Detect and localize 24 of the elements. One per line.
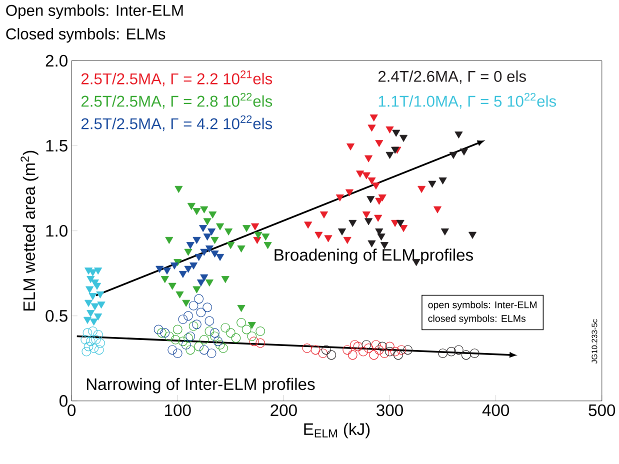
x-tick-label: 400 xyxy=(482,404,510,416)
annotation: open symbols: Inter-ELM xyxy=(428,301,537,310)
x-axis-title: E$_{ELM}$ (kJ) xyxy=(304,423,370,438)
x-tick-label: 500 xyxy=(588,404,616,416)
x-tick-label: 200 xyxy=(270,404,297,416)
chart-subtitle: Closed symbols: ELMs xyxy=(6,28,166,43)
annotation: Narrowing of Inter-ELM profiles xyxy=(86,378,315,394)
y-tick-label: 1.0 xyxy=(46,225,68,237)
text: 2.4T/2.6MA, Γ = 0 els xyxy=(378,70,526,84)
x-tick-label: 0 xyxy=(68,404,76,416)
y-tick-label: 0.5 xyxy=(46,310,68,322)
annotation: Broadening of ELM profiles xyxy=(274,248,473,264)
annotation: closed symbols: ELMs xyxy=(428,314,526,324)
chart-title: Open symbols: Inter-ELM xyxy=(6,4,183,20)
text: 2.5T/2.5MA, Γ = 2.2 10$^{21}$els xyxy=(81,70,272,86)
x-tick-label: 100 xyxy=(165,404,191,416)
text: 1.1T/1.0MA, Γ = 5 10$^{22}$els xyxy=(378,93,556,109)
y-tick-label: 1.5 xyxy=(46,140,68,152)
text: 2.5T/2.5MA, Γ = 2.8 10$^{22}$els xyxy=(81,93,272,109)
text: 2.5T/2.5MA, Γ = 4.2 10$^{22}$els xyxy=(81,116,272,132)
x-tick-label: 300 xyxy=(376,404,403,416)
y-tick-label: 0 xyxy=(60,395,68,407)
y-tick-label: 2.0 xyxy=(46,55,68,67)
y-axis-title: ELM wetted area (m$^{2}$) xyxy=(20,151,38,311)
